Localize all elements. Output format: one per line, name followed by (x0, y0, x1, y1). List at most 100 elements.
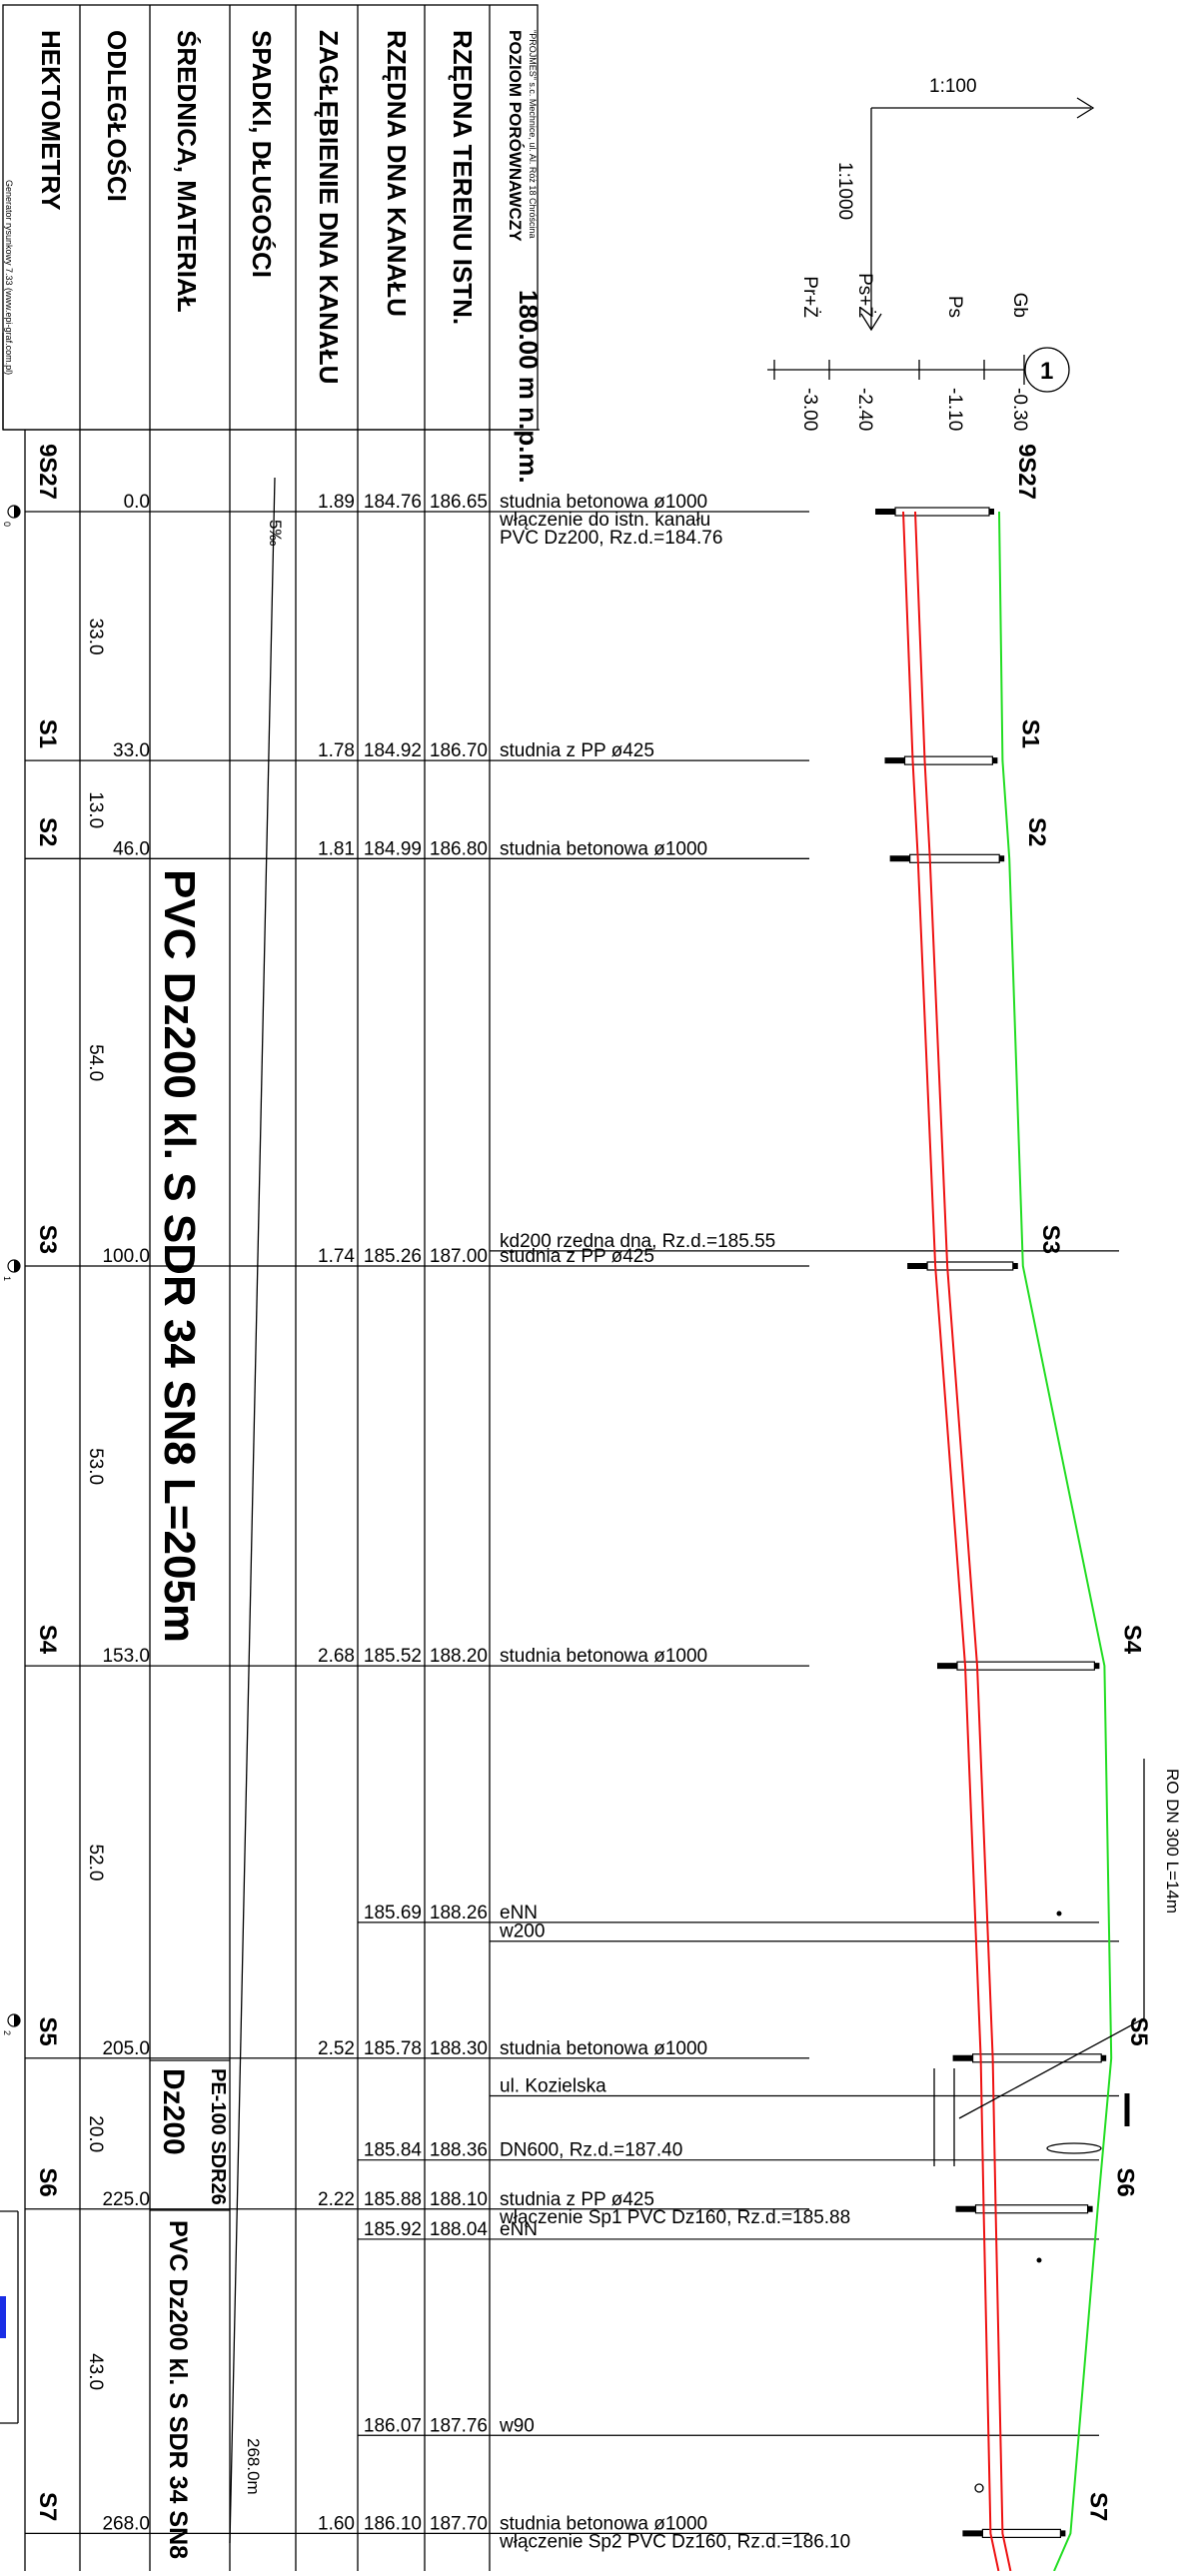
station-invert: 184.99 (364, 838, 422, 859)
scale-indicator: 1:100 1:1000 (834, 76, 1095, 332)
legend: 1 Gb -0.30 Ps -1.10 Ps+Ż -2.40 Pr+Ż -3.00 (767, 273, 1070, 431)
crossing: w200 (490, 1922, 1119, 1942)
segment-distances: 33.0 13.0 54.0 53.0 52.0 20.0 43.0 (85, 619, 106, 2390)
station-invert: 185.52 (364, 1646, 422, 1667)
station-name: S4 (34, 1625, 61, 1655)
datum-value: 180.00 m n.p.m. (514, 290, 544, 484)
station-distance: 268.0 (102, 2513, 150, 2534)
station-profile-name: S1 (1016, 719, 1043, 748)
station-name: S7 (34, 2492, 61, 2521)
crossing-invert: 185.84 (364, 2140, 423, 2161)
station-profile-name: S3 (1037, 1225, 1064, 1254)
pipe-lines (902, 511, 1012, 2572)
station-name: 9S27 (34, 444, 61, 500)
row-header-depth: ZAGŁĘBIENIE DNA KANAŁU (314, 30, 344, 384)
station-s5: S5 205.0 2.52 185.78 188.30 studnia betonowa … (25, 2016, 1152, 2063)
station-profile-name: S7 (1084, 2492, 1111, 2521)
crossings: kd200 rzedna dna, Rz.d.=185.55 185.69 188.… (358, 1231, 1119, 2436)
segment-distance: 33.0 (85, 619, 106, 655)
crossing: ul. Kozielska (490, 2076, 1119, 2097)
crossing-invert: 186.07 (364, 2415, 422, 2436)
slope-cell: 5‰ 268.0m (229, 477, 285, 2544)
station-depth: 2.52 (318, 2038, 355, 2059)
w90-circle (974, 2483, 984, 2493)
crossing-terrain: 187.76 (430, 2415, 488, 2436)
material-pe-line1: PE-100 SDR26 (207, 2068, 229, 2205)
legend-value: -2.40 (854, 388, 875, 431)
station-invert: 185.88 (364, 2189, 422, 2210)
station-desc: studnia z PP ø425 (500, 740, 654, 761)
material-end: PVC Dz200 kl. S SDR 34 SN8 (164, 2220, 192, 2559)
crossing-text: kd200 rzedna dna, Rz.d.=185.55 (500, 1231, 775, 1252)
legend-code: Pr+Ż (799, 276, 820, 318)
crossing-terrain: 188.26 (430, 1903, 488, 1924)
station-s1: S1 33.0 1.78 184.92 186.70 studnia z PP ø425 S… (25, 719, 1043, 765)
station-distance: 33.0 (113, 740, 150, 761)
horizontal-scale: 1:100 (929, 76, 977, 97)
station-distance: 153.0 (102, 1646, 150, 1667)
station-profile-name: 9S27 (1013, 444, 1040, 500)
station-depth: 1.78 (318, 740, 355, 761)
row-header-hectometers: HEKTOMETRY (36, 30, 66, 211)
station-depth: 2.22 (318, 2189, 355, 2210)
material-pe-line2: Dz200 (157, 2068, 190, 2155)
company-line: "PROJMES" s.c. Mechnice, ul. Al. Róż 18 … (528, 30, 538, 238)
station-name: S2 (34, 817, 61, 846)
enn-dot (1036, 2257, 1042, 2263)
profile-symbols (933, 1911, 1130, 2493)
row-header-material: ŚREDNICA, MATERIAŁ (172, 30, 202, 313)
station-terrain: 188.10 (430, 2189, 488, 2210)
station-s7: S7 268.0 1.60 186.10 187.70 studnia betonowa … (25, 2492, 1111, 2552)
legend-value: -3.00 (799, 388, 820, 431)
legend-code: Gb (1009, 293, 1030, 318)
material-cell: PVC Dz200 kl. S SDR 34 SN8 L=205m PE-100… (150, 869, 230, 2559)
station-invert: 186.10 (364, 2513, 422, 2534)
dn600-ellipse (1046, 2142, 1102, 2154)
station-desc: studnia betonowa ø1000 (500, 2513, 707, 2534)
station-distance: 100.0 (102, 1246, 150, 1267)
pipe-note-text: RO DN 300 L=14m (1163, 1769, 1182, 1914)
crossing-text: w90 (499, 2415, 535, 2436)
station-distance: 0.0 (124, 492, 150, 513)
station-9s27: 9S27 0.0 1.89 184.76 186.65 studnia betonowa … (25, 444, 1040, 549)
legend-code: Ps (944, 296, 965, 318)
crossing: 186.07 187.76 w90 (358, 2415, 1099, 2436)
legend-value: -1.10 (944, 388, 965, 431)
station-s6: S6 225.0 2.22 185.88 188.10 studnia z PP ø425… (25, 2167, 1139, 2228)
station-terrain: 187.70 (430, 2513, 488, 2534)
station-terrain: 186.80 (430, 838, 488, 859)
hectometer-marker: 0 (2, 505, 21, 527)
crossing-text: eNN (500, 2219, 538, 2240)
row-header-distance: ODLEGŁOŚCI (102, 30, 132, 202)
crossing: 185.92 188.04 eNN (358, 2219, 1099, 2240)
crossing-invert: 185.69 (364, 1903, 422, 1924)
hectometer-value: 2 (2, 2030, 12, 2035)
station-desc: włączenie do istn. kanału (499, 510, 710, 531)
station-depth: 1.60 (318, 2513, 355, 2534)
crossing-invert: 185.92 (364, 2219, 422, 2240)
row-headers: RZĘDNA TERENU ISTN. RZĘDNA DNA KANAŁU ZA… (4, 30, 478, 384)
station-desc: PVC Dz200, Rz.d.=184.76 (500, 528, 722, 549)
crossing-text: eNN (500, 1903, 538, 1924)
station-desc: włączenie Sp2 PVC Dz160, Rz.d.=186.10 (499, 2531, 850, 2552)
segment-distance: 20.0 (85, 2115, 106, 2152)
segment-distance: 43.0 (85, 2353, 106, 2390)
row-header-terrain: RZĘDNA TERENU ISTN. (448, 30, 478, 325)
station-depth: 1.74 (318, 1246, 355, 1267)
station-terrain: 186.70 (430, 740, 488, 761)
legend-code: Ps+Ż (854, 273, 875, 318)
station-terrain: 188.30 (430, 2038, 488, 2059)
segment-distance: 54.0 (85, 1044, 106, 1081)
pipe-note: RO DN 300 L=14m (958, 1759, 1182, 2119)
material-main: PVC Dz200 kl. S SDR 34 SN8 L=205m (155, 869, 204, 1643)
station-desc: studnia betonowa ø1000 (500, 492, 707, 513)
legend-value: -0.30 (1009, 388, 1030, 431)
station-desc: studnia z PP ø425 (500, 2189, 654, 2210)
terrain-line (998, 511, 1113, 2572)
station-depth: 1.89 (318, 492, 355, 513)
station-invert: 184.92 (364, 740, 422, 761)
datum-block: POZIOM PORÓWNAWCZY 180.00 m n.p.m. "PROJ… (506, 30, 544, 484)
legend-number: 1 (1040, 358, 1053, 385)
station-depth: 1.81 (318, 838, 355, 859)
vertical-scale: 1:1000 (834, 162, 855, 220)
